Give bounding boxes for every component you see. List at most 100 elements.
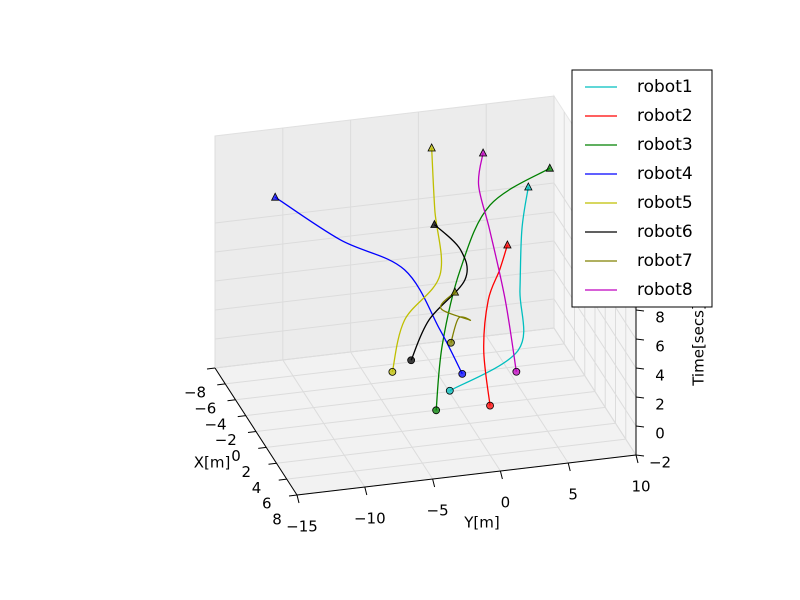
grid-line [214,327,555,369]
start-marker [432,406,441,415]
z-tick [635,309,645,312]
y-tick-label: 5 [568,486,578,504]
z-tick-label: 8 [655,309,665,327]
y-tick-label: −15 [286,518,318,536]
y-axis-label: Y[m] [463,514,499,532]
x-axis-label: X[m] [194,454,231,472]
x-tick [288,494,298,497]
z-tick-label: 6 [655,338,665,356]
x-tick [268,462,277,465]
grid-line [235,359,575,401]
y-tick [432,478,436,488]
end-marker [427,143,436,152]
grid-line [214,211,555,253]
legend-label: robot6 [637,222,693,242]
end-marker [430,219,439,228]
start-marker [486,401,494,410]
grid-line [214,240,555,282]
end-marker [503,240,512,249]
y-tick-label: 10 [631,478,650,496]
end-marker [524,182,533,191]
markers [270,143,555,415]
start-marker [458,369,467,378]
z-tick-label: −2 [649,454,671,472]
z-tick [635,367,645,370]
z-tick [635,396,645,399]
start-marker [447,338,455,347]
legend-label: robot4 [637,164,693,184]
legend: robot1 robot2 robot3 robot4 robot5 robot6 robo… [571,69,713,308]
grid-line [255,391,596,432]
x-tick [227,399,236,402]
grid-line [245,375,585,417]
y-axis-line [296,454,637,496]
trajectory [439,291,472,343]
x-tick-label: 4 [252,479,262,497]
x-tick-label: 2 [241,463,251,481]
trajectory [435,167,551,411]
x-tick [247,431,257,433]
start-marker [512,367,521,376]
grid-line [553,298,637,427]
legend-label: robot2 [637,106,693,126]
x-tick-label: −4 [204,415,226,433]
start-marker [445,386,454,395]
trajectory [477,152,517,372]
y-tick-label: −10 [354,510,386,528]
start-marker [388,367,397,376]
z-tick [635,425,645,428]
grid-line [553,327,637,456]
legend-label: robot7 [637,251,693,271]
grid-line [553,269,637,398]
x-tick [237,415,246,418]
x-tick [278,478,287,481]
x-tick [206,367,216,370]
y-tick-label: −5 [427,502,449,520]
trajectory [274,196,463,375]
x-tick-label: −2 [215,431,237,449]
x-tick-label: 6 [262,495,272,513]
y-tick [296,494,300,504]
y-tick [364,486,368,496]
y-tick-label: 0 [501,494,511,512]
trajectory [483,244,509,406]
legend-label: robot3 [637,135,693,155]
x-tick [217,383,226,386]
z-tick-label: 0 [655,425,665,443]
grid-line [214,182,555,224]
start-marker [407,356,416,365]
z-tick-label: 2 [655,396,665,414]
y-tick [499,470,503,480]
grid-line [276,422,616,464]
end-marker [270,192,280,201]
legend-label: robot5 [637,193,693,213]
z-tick [635,454,645,457]
plot-area [274,147,551,411]
legend-box [571,69,713,308]
x-tick [258,446,267,449]
y-tick [567,462,571,472]
y-tick [635,454,639,464]
end-marker [450,287,460,296]
z-axis-label: Time[secs] [690,304,708,387]
grid-line [286,438,626,480]
trajectory [391,147,443,373]
grid-line [225,343,565,385]
x-tick-label: −8 [184,384,206,402]
x-tick-label: 0 [231,447,241,465]
trajectory [410,224,468,361]
z-tick [635,338,645,341]
grid-line [417,343,501,472]
grid-line [350,351,434,480]
grid-line [266,406,606,448]
grid-line [282,359,366,488]
grid-line [485,335,569,464]
x-tick-label: −6 [194,399,216,417]
end-marker [545,163,555,172]
x-tick-label: 8 [272,511,282,529]
z-tick-label: 4 [655,367,665,385]
legend-label: robot1 [637,77,693,97]
grid-line [214,298,555,340]
